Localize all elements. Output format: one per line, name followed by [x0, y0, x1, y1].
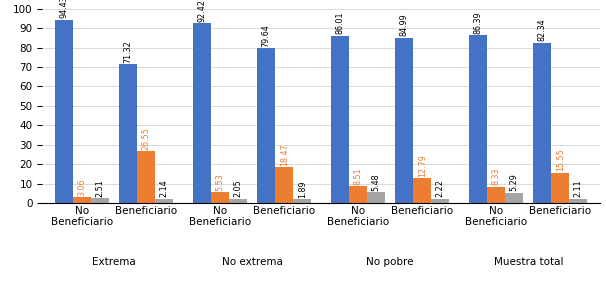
Text: 5.48: 5.48: [371, 173, 381, 191]
Bar: [349, 186, 367, 203]
Bar: [487, 187, 505, 203]
Text: 2.14: 2.14: [159, 180, 168, 197]
Text: 5.29: 5.29: [510, 173, 519, 191]
Text: 71.32: 71.32: [124, 40, 133, 63]
Text: 94.43: 94.43: [59, 0, 68, 18]
Text: 2.05: 2.05: [234, 180, 242, 197]
Text: 8.51: 8.51: [354, 167, 363, 185]
Text: 2.11: 2.11: [574, 180, 583, 197]
Text: 5.53: 5.53: [216, 173, 225, 191]
Bar: [569, 199, 587, 203]
Text: Muestra total: Muestra total: [493, 258, 563, 267]
Text: No pobre: No pobre: [367, 258, 414, 267]
Bar: [275, 167, 293, 203]
Bar: [293, 199, 311, 203]
Bar: [91, 198, 109, 203]
Bar: [155, 199, 173, 203]
Bar: [211, 192, 229, 203]
Text: 86.39: 86.39: [474, 11, 483, 34]
Text: 79.64: 79.64: [262, 24, 271, 47]
Text: 15.55: 15.55: [556, 148, 565, 171]
Bar: [119, 64, 137, 203]
Text: No extrema: No extrema: [222, 258, 282, 267]
Text: 82.34: 82.34: [538, 19, 547, 41]
Bar: [331, 36, 349, 203]
Text: 84.99: 84.99: [400, 14, 408, 36]
Bar: [55, 19, 73, 203]
Bar: [413, 178, 431, 203]
Bar: [469, 35, 487, 203]
Text: 1.89: 1.89: [298, 180, 307, 198]
Bar: [73, 197, 91, 203]
Bar: [551, 173, 569, 203]
Text: 86.01: 86.01: [336, 12, 345, 34]
Text: 12.79: 12.79: [418, 154, 427, 177]
Text: 92.42: 92.42: [198, 0, 207, 22]
Text: 18.47: 18.47: [279, 143, 288, 166]
Bar: [229, 199, 247, 203]
Bar: [431, 199, 449, 203]
Bar: [533, 43, 551, 203]
Text: Extrema: Extrema: [92, 258, 136, 267]
Text: 2.51: 2.51: [96, 179, 105, 197]
Text: 8.33: 8.33: [492, 168, 501, 185]
Bar: [137, 151, 155, 203]
Bar: [257, 48, 275, 203]
Text: 3.06: 3.06: [78, 178, 87, 195]
Bar: [367, 192, 385, 203]
Bar: [395, 38, 413, 203]
Bar: [193, 23, 211, 203]
Text: 2.22: 2.22: [436, 179, 445, 197]
Bar: [505, 193, 524, 203]
Text: 26.55: 26.55: [142, 127, 150, 150]
